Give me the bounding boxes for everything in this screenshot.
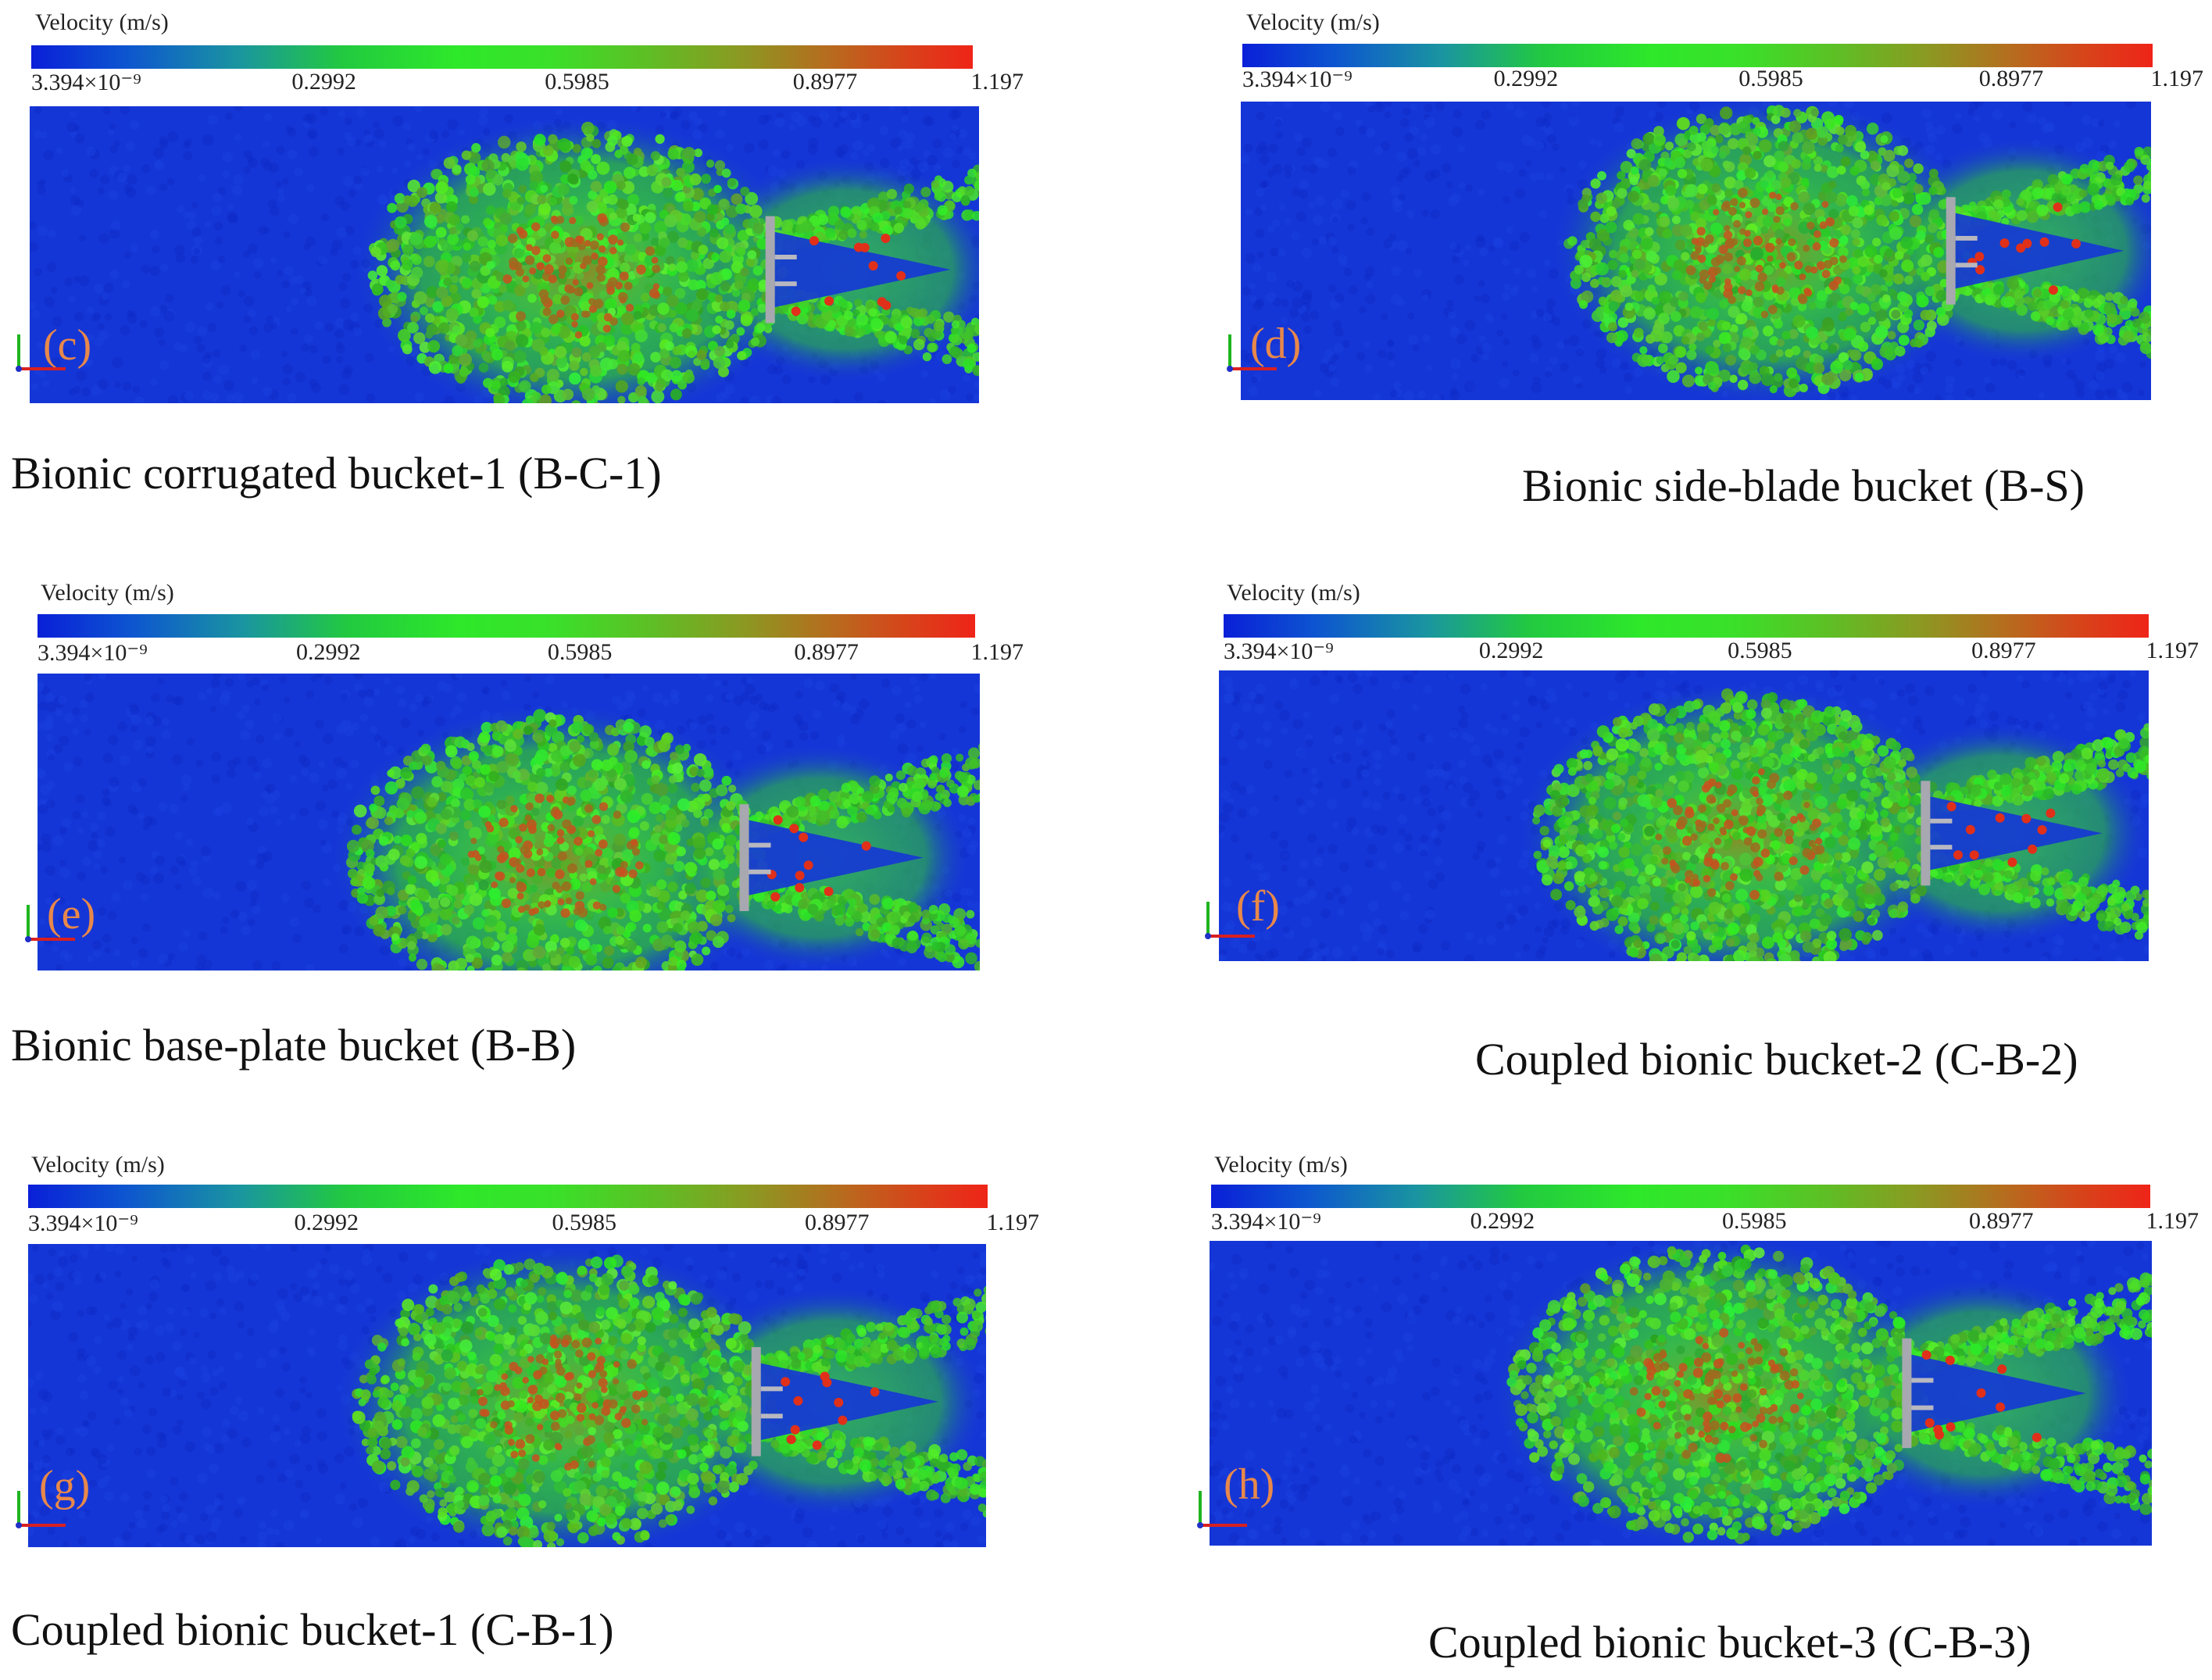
- particle-simulation-view: [1219, 670, 2149, 961]
- legend-tick-label: 0.2992: [1470, 1208, 1535, 1234]
- particle-simulation-view: [1241, 102, 2151, 400]
- coordinate-axes-icon: [16, 334, 66, 372]
- panel-label: (c): [43, 321, 92, 370]
- legend-colorbar: [31, 45, 973, 69]
- legend-tick-label: 0.2992: [296, 639, 361, 665]
- legend-tick-label: 1.197: [970, 69, 1024, 95]
- legend-tick-label: 0.8977: [1968, 1208, 2034, 1234]
- legend-tick-label: 0.8977: [1978, 66, 2044, 91]
- legend-title: Velocity (m/s): [1246, 9, 1380, 35]
- legend-ticks: 3.394×10⁻⁹ 0.2992 0.5985 0.8977 1.197: [28, 1210, 1039, 1238]
- bucket-tool: [751, 1346, 783, 1457]
- particle-simulation-view: [28, 1244, 986, 1547]
- legend-tick-label: 0.2992: [294, 1210, 359, 1235]
- panel-caption: Bionic base-plate bucket (B-B): [11, 1020, 577, 1071]
- legend-title: Velocity (m/s): [31, 1152, 165, 1178]
- legend-tick-label: 0.5985: [552, 1210, 616, 1235]
- legend-ticks: 3.394×10⁻⁹ 0.2992 0.5985 0.8977 1.197: [1242, 66, 2203, 94]
- legend-title: Velocity (m/s): [35, 9, 169, 35]
- legend-tick-label: 0.5985: [547, 639, 613, 665]
- cavity-behind-bucket: [756, 1362, 938, 1442]
- panel-caption: Coupled bionic bucket-3 (C-B-3): [1428, 1617, 2032, 1667]
- legend-title: Velocity (m/s): [1227, 580, 1360, 606]
- bucket-tool: [1902, 1338, 1934, 1449]
- legend-ticks: 3.394×10⁻⁹ 0.2992 0.5985 0.8977 1.197: [38, 639, 1024, 667]
- legend-ticks: 3.394×10⁻⁹ 0.2992 0.5985 0.8977 1.197: [31, 69, 1024, 97]
- legend-tick-label: 1.197: [2146, 638, 2199, 663]
- particle-simulation-view: [1210, 1241, 2152, 1546]
- panel-caption: Bionic side-blade bucket (B-S): [1522, 460, 2085, 511]
- legend-ticks: 3.394×10⁻⁹ 0.2992 0.5985 0.8977 1.197: [1224, 638, 2199, 666]
- legend-tick-label: 1.197: [970, 639, 1024, 665]
- legend-tick-label: 1.197: [986, 1210, 1040, 1235]
- legend-tick-label: 0.2992: [291, 69, 356, 95]
- coordinate-axes-icon: [25, 905, 75, 942]
- legend-tick-label: 0.5985: [1739, 66, 1803, 91]
- legend-tick-label: 0.5985: [1728, 638, 1792, 663]
- legend-tick-label: 1.197: [2146, 1208, 2199, 1234]
- panel-caption: Bionic corrugated bucket-1 (B-C-1): [11, 448, 662, 499]
- legend-title: Velocity (m/s): [1214, 1152, 1348, 1178]
- coordinate-axes-icon: [1205, 902, 1255, 939]
- panel-caption: Coupled bionic bucket-1 (C-B-1): [11, 1604, 614, 1655]
- particle-field: [30, 106, 979, 403]
- bucket-tool: [1946, 197, 1978, 305]
- coordinate-axes-icon: [1197, 1491, 1247, 1528]
- particle-field: [1241, 102, 2151, 400]
- panel-label: (h): [1224, 1460, 1275, 1509]
- panel-label: (g): [39, 1462, 91, 1510]
- particle-field: [28, 1244, 986, 1547]
- legend-colorbar: [1242, 44, 2153, 67]
- legend-ticks: 3.394×10⁻⁹ 0.2992 0.5985 0.8977 1.197: [1211, 1208, 2199, 1236]
- legend-tick-label: 0.8977: [1971, 638, 2036, 663]
- bucket-tool: [1921, 781, 1953, 886]
- cavity-behind-bucket: [744, 819, 924, 896]
- particle-field: [1210, 1241, 2152, 1546]
- legend-tick-label: 3.394×10⁻⁹: [1224, 638, 1334, 664]
- particle-simulation-view: [30, 106, 979, 403]
- legend-tick-label: 3.394×10⁻⁹: [28, 1210, 138, 1236]
- legend-tick-label: 3.394×10⁻⁹: [31, 70, 141, 95]
- legend-colorbar: [1224, 614, 2149, 638]
- bucket-tool: [765, 216, 797, 323]
- legend-tick-label: 0.8977: [792, 69, 858, 95]
- legend-tick-label: 3.394×10⁻⁹: [1242, 66, 1353, 92]
- panel-label: (d): [1250, 320, 1302, 368]
- legend-tick-label: 0.2992: [1493, 66, 1559, 91]
- legend-colorbar: [28, 1185, 988, 1208]
- coordinate-axes-icon: [1227, 334, 1277, 372]
- cavity-behind-bucket: [1906, 1353, 2086, 1433]
- legend-tick-label: 0.5985: [545, 69, 609, 95]
- particle-simulation-view: [38, 674, 980, 970]
- legend-tick-label: 0.8977: [794, 639, 859, 665]
- legend-tick-label: 0.8977: [804, 1210, 870, 1235]
- cavity-behind-bucket: [770, 231, 951, 309]
- legend-tick-label: 0.2992: [1478, 638, 1544, 663]
- panel-label: (f): [1236, 882, 1280, 931]
- legend-colorbar: [38, 614, 975, 638]
- cavity-behind-bucket: [1950, 212, 2124, 290]
- legend-tick-label: 3.394×10⁻⁹: [38, 640, 148, 666]
- coordinate-axes-icon: [16, 1491, 66, 1528]
- legend-tick-label: 0.5985: [1721, 1208, 1787, 1234]
- legend-tick-label: 3.394×10⁻⁹: [1211, 1209, 1321, 1235]
- legend-tick-label: 1.197: [2150, 66, 2204, 91]
- legend-title: Velocity (m/s): [41, 580, 174, 606]
- panel-caption: Coupled bionic bucket-2 (C-B-2): [1475, 1034, 2078, 1085]
- particle-field: [1219, 670, 2149, 961]
- cavity-behind-bucket: [1925, 795, 2103, 871]
- bucket-tool: [739, 804, 771, 911]
- particle-field: [38, 674, 980, 970]
- legend-colorbar: [1211, 1185, 2150, 1208]
- panel-label: (e): [47, 890, 96, 938]
